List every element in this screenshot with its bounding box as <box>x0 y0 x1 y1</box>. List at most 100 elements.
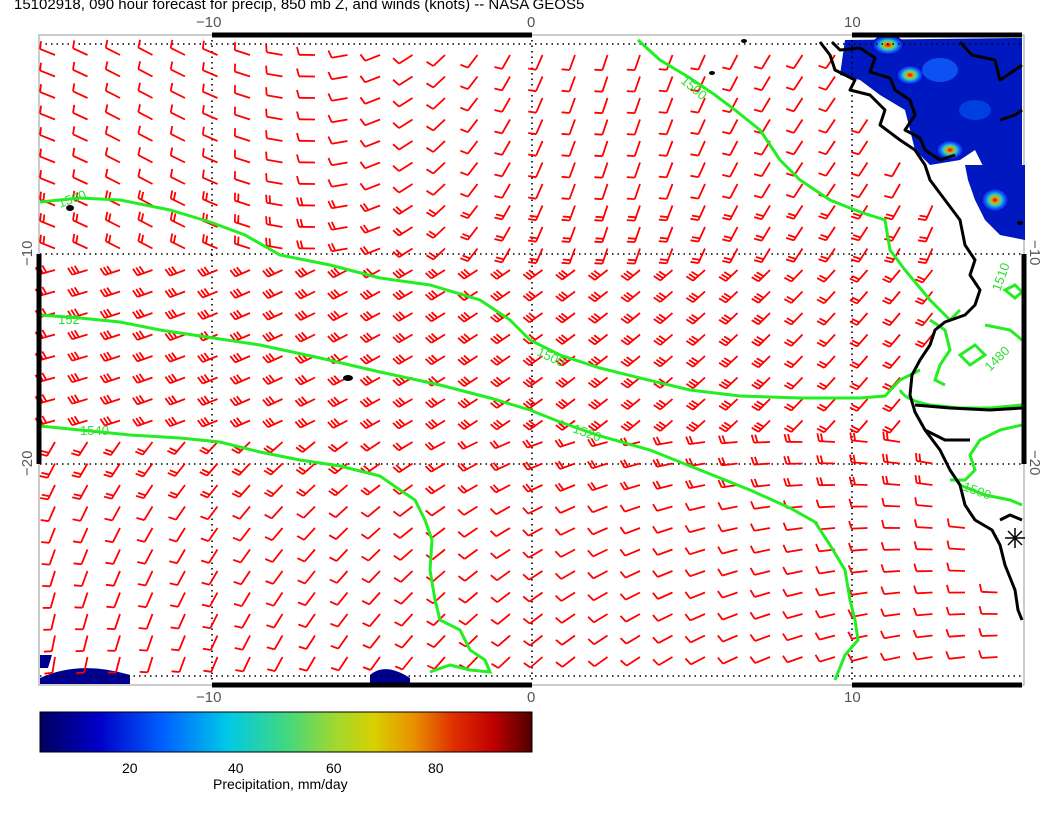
wind-barb <box>209 635 219 651</box>
wind-barb-feather <box>232 268 240 276</box>
wind-barb-feather <box>691 236 701 240</box>
wind-barb <box>883 570 901 573</box>
wind-barb-feather <box>590 315 599 322</box>
wind-barb-feather <box>561 240 570 243</box>
wind-barb <box>754 656 771 664</box>
wind-barb-feather <box>395 377 403 385</box>
wind-barb-feather <box>327 292 334 300</box>
wind-barb <box>467 97 479 112</box>
wind-barb <box>916 526 933 529</box>
wind-barb-feather <box>333 310 341 318</box>
wind-barb-feather <box>751 297 760 304</box>
wind-barb-feather <box>555 661 563 668</box>
wind-barb-feather <box>460 399 468 407</box>
wind-barb-feather <box>73 351 80 360</box>
wind-barb-feather <box>72 61 76 70</box>
wind-barb-feather <box>946 518 950 527</box>
wind-barb-feather <box>560 377 569 384</box>
wind-barb-feather <box>297 579 306 585</box>
wind-barb-feather <box>816 341 825 348</box>
wind-barb-feather <box>392 466 400 473</box>
wind-barb-feather <box>522 338 531 345</box>
wind-barb-feather <box>398 332 406 340</box>
wind-barb <box>114 613 121 630</box>
wind-barb-feather <box>594 262 603 265</box>
wind-barb-feather <box>104 211 109 220</box>
wind-barb-feather <box>42 192 46 202</box>
wind-barb-feather <box>723 335 732 342</box>
wind-barb-feather <box>104 39 109 48</box>
wind-barb-feather <box>787 234 796 239</box>
wind-barb-feather <box>137 470 146 475</box>
wind-barb-feather <box>946 584 950 593</box>
wind-barb-feather <box>140 234 145 243</box>
wind-barb-feather <box>685 383 694 389</box>
wind-barb <box>176 570 186 586</box>
inland-border <box>924 148 956 162</box>
wind-barb-feather <box>106 373 113 381</box>
wind-barb-feather <box>457 423 465 430</box>
wind-barb-feather <box>818 64 827 70</box>
wind-barb-feather <box>751 340 760 347</box>
wind-barb <box>399 527 414 539</box>
wind-barb-feather <box>137 125 141 134</box>
wind-barb-feather <box>554 528 562 536</box>
wind-barb-feather <box>67 417 73 426</box>
wind-barb-feather <box>297 557 305 563</box>
wind-barb-feather <box>594 197 603 201</box>
wind-barb-feather <box>362 355 370 363</box>
wind-barb <box>916 613 933 617</box>
wind-barb-feather <box>915 452 918 462</box>
wind-barb-feather <box>658 335 667 342</box>
wind-barb-feather <box>203 266 210 274</box>
wind-barb-feather <box>653 425 661 432</box>
wind-barb <box>948 634 966 638</box>
wind-barb-feather <box>881 497 885 506</box>
wind-barb-feather <box>232 332 240 341</box>
wind-barb-feather <box>167 310 175 319</box>
wind-barb-feather <box>626 240 635 243</box>
wind-barb-feather <box>73 286 80 295</box>
precip-cell <box>959 100 991 120</box>
wind-barb-feather <box>755 213 764 218</box>
wind-barb-feather <box>171 287 178 296</box>
wind-barb-feather <box>819 477 824 486</box>
wind-barb <box>729 183 739 199</box>
wind-barb-feather <box>754 456 759 465</box>
wind-barb-feather <box>594 111 603 115</box>
wind-barb-feather <box>494 87 503 92</box>
wind-barb-feather <box>595 258 604 262</box>
wind-barb-feather <box>236 395 243 404</box>
wind-barb-feather <box>457 272 465 280</box>
wind-barb-feather <box>688 273 697 280</box>
wind-barb-feather <box>138 265 145 274</box>
wind-barb <box>39 134 56 142</box>
wind-barb-feather <box>236 288 243 296</box>
wind-barb-feather <box>658 421 667 428</box>
wind-barb-feather <box>718 435 723 444</box>
wind-barb <box>170 47 186 56</box>
wind-barb-feather <box>658 240 667 243</box>
wind-barb-feather <box>301 267 308 275</box>
wind-barb <box>145 613 154 630</box>
wind-barb-feather <box>561 197 570 200</box>
wind-barb <box>72 90 88 99</box>
wind-barb-feather <box>268 331 276 339</box>
wind-barb <box>535 140 544 157</box>
wind-barb <box>266 51 283 56</box>
wind-barb-feather <box>167 417 175 426</box>
wind-barb-feather <box>717 590 724 599</box>
wind-barb-feather <box>427 420 436 428</box>
wind-barb-feather <box>72 126 76 135</box>
wind-barb-feather <box>265 130 268 139</box>
wind-barb-feather <box>427 441 435 449</box>
grid-lines <box>40 40 1022 680</box>
wind-barb-feather <box>620 360 629 367</box>
wind-barb-feather <box>327 222 333 231</box>
wind-barb-feather <box>42 214 46 223</box>
wind-barb-feather <box>164 376 171 384</box>
wind-barb-feather <box>231 470 240 476</box>
wind-barb-feather <box>849 299 858 305</box>
wind-barb-feather <box>462 211 471 217</box>
wind-barb-feather <box>169 61 174 70</box>
